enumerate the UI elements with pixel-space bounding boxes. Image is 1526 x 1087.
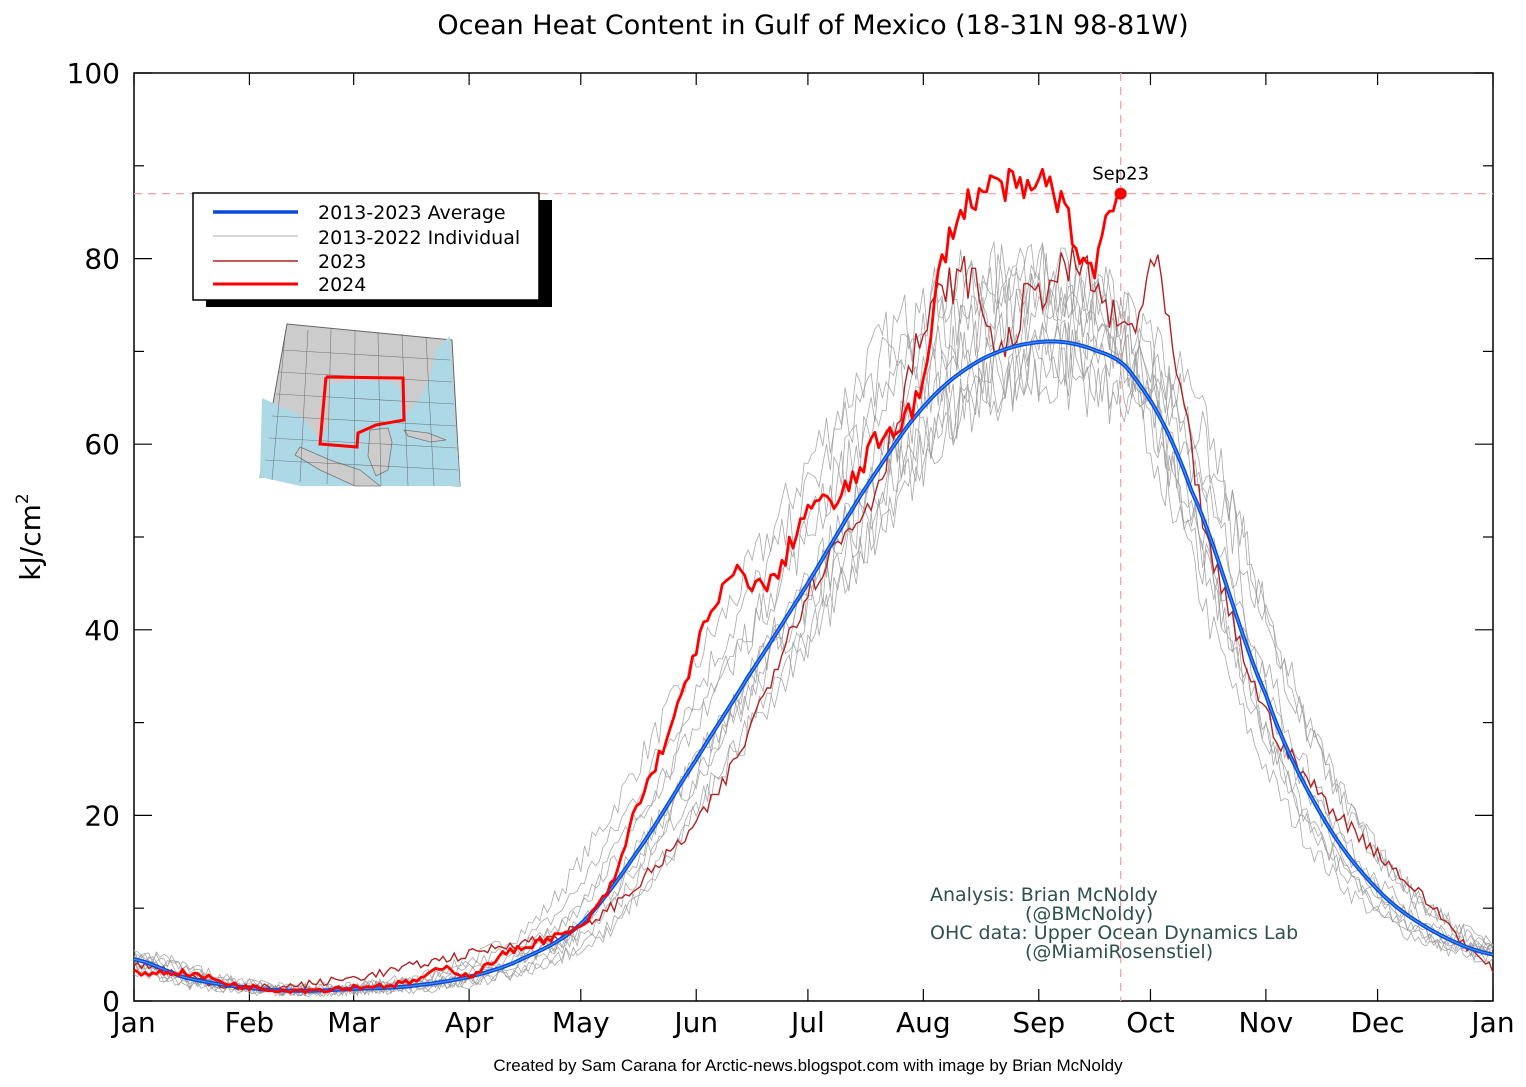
region-map [259,323,461,487]
x-tick-label: Jan [1469,1006,1514,1039]
individual-year-line [133,266,1494,997]
series-line-2024 [133,167,1122,995]
x-tick-label: Aug [896,1006,951,1039]
x-tick-label: Sep [1012,1006,1065,1039]
series-line-2023 [133,246,1494,991]
x-tick-label: Dec [1350,1006,1404,1039]
y-tick-label: 80 [84,243,120,276]
y-axis-label: kJ/cm2 [13,493,47,580]
x-tick-label: Apr [445,1006,494,1039]
credit-data-handle: (@MiamiRosenstiel) [1025,941,1213,963]
y-tick-label: 60 [84,428,120,461]
y-tick-label: 40 [84,614,120,647]
credit-analysis-handle: (@BMcNoldy) [1025,903,1153,925]
map-yucatan [367,427,393,477]
y-tick-label: 100 [67,57,120,90]
map-gulf [330,380,404,438]
y-tick-label: 0 [102,985,120,1018]
x-tick-label: Mar [327,1006,380,1039]
x-tick-label: Jun [672,1006,718,1039]
legend-label-2024: 2024 [318,274,366,296]
map-region-box [318,375,406,449]
chart-title: Ocean Heat Content in Gulf of Mexico (18… [437,10,1188,41]
legend-box [192,192,540,301]
map-central-america [294,446,382,487]
x-tick-label: Jul [789,1006,825,1039]
y-tick-label: 20 [84,799,120,832]
legend-label-average: 2013-2023 Average [318,202,506,224]
x-tick-label: Nov [1239,1006,1294,1039]
map-graticule [264,328,460,487]
credit-analysis: Analysis: Brian McNoldy [930,884,1158,906]
analysis-credits: Analysis: Brian McNoldy (@BMcNoldy) OHC … [930,884,1298,963]
footer-credit: Created by Sam Carana for Arctic-news.bl… [493,1056,1123,1075]
x-tick-label: May [552,1006,610,1039]
legend-label-2023: 2023 [318,251,366,273]
x-tick-label: Jan [110,1006,155,1039]
map-ocean-a [260,336,460,486]
legend: 2013-2023 Average 2013-2022 Individual 2… [192,192,552,307]
y-axis-ticks: 0 20 40 60 80 100 [67,57,1493,1018]
map-cuba [403,429,447,443]
current-marker: Sep23 [1092,164,1149,200]
current-date-label: Sep23 [1092,164,1149,185]
current-value-dot [1114,187,1127,200]
credit-data: OHC data: Upper Ocean Dynamics Lab [930,922,1298,944]
legend-label-individual: 2013-2022 Individual [318,227,520,249]
x-axis-ticks: Jan Feb Mar Apr May Jun Jul Aug Sep Oct Nov Dec Jan [110,73,1515,1039]
x-tick-label: Feb [225,1006,275,1039]
x-tick-label: Oct [1126,1006,1174,1039]
data-series [133,167,1494,995]
